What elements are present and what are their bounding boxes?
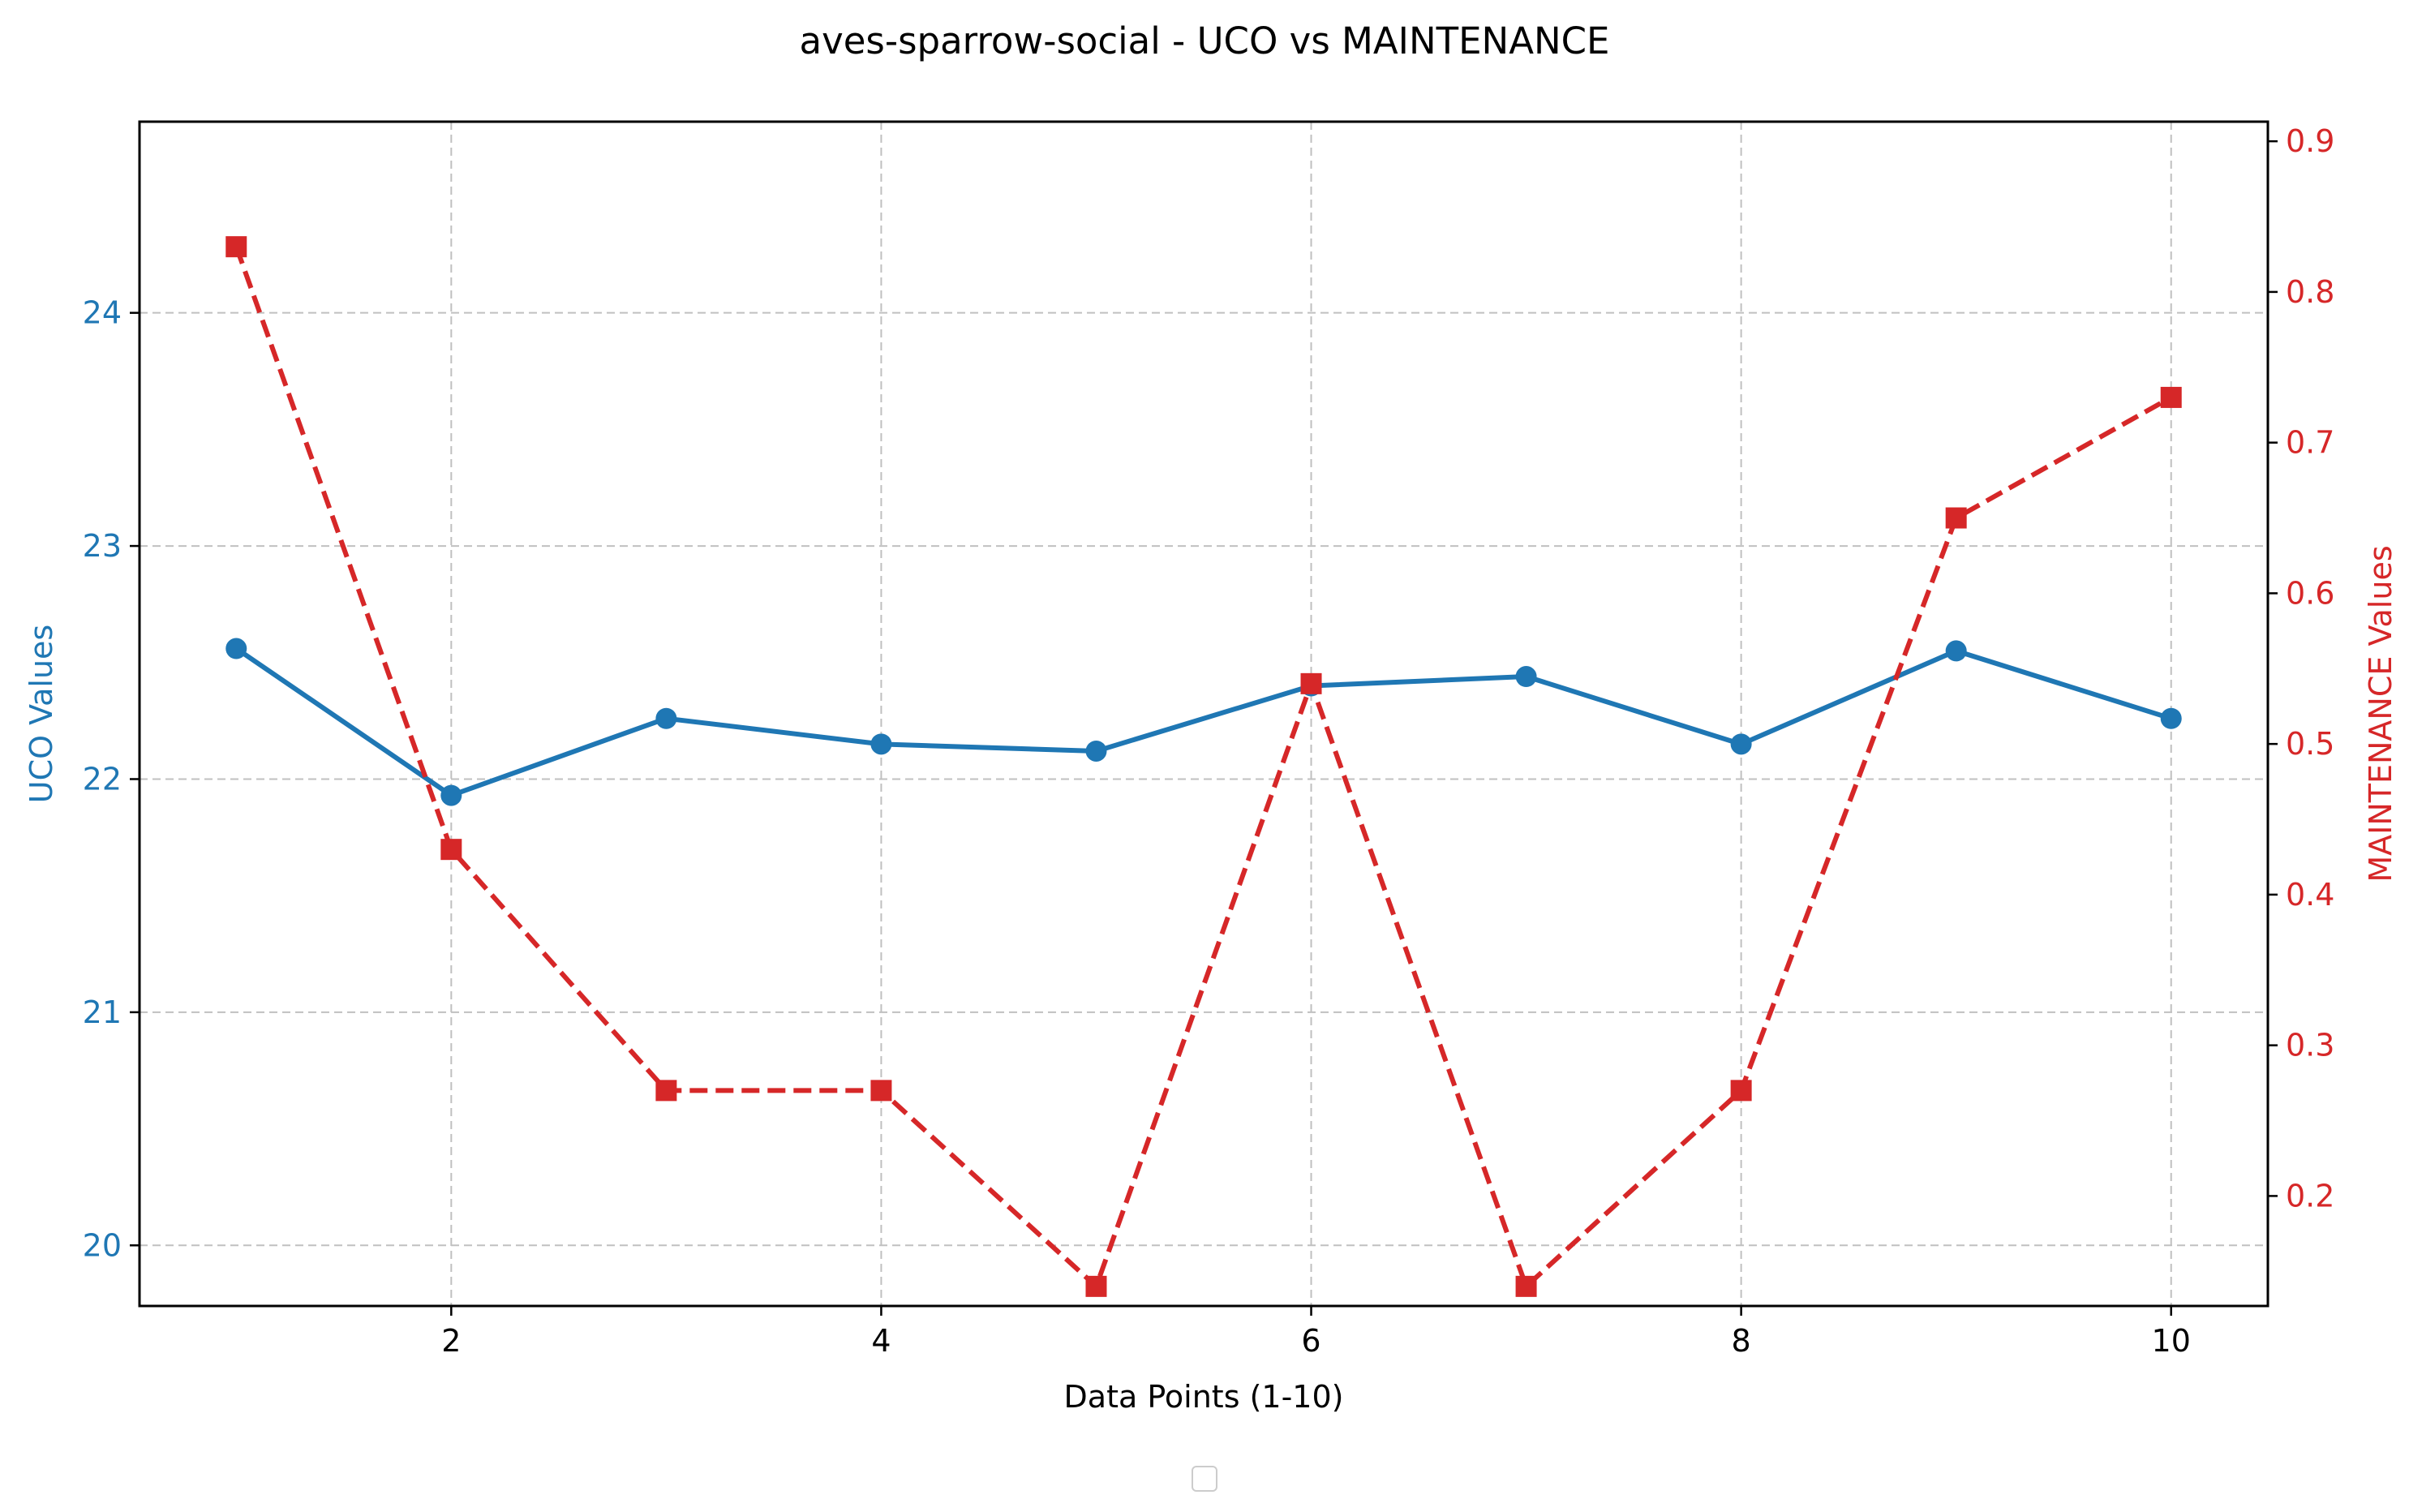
left-y-axis: 20 21 22 23 24 <box>83 295 140 1263</box>
right-y-tick-label: 0.8 <box>2286 274 2334 310</box>
uco-data-point <box>1085 740 1107 762</box>
x-tick-label: 6 <box>1301 1323 1320 1359</box>
chart-title: aves-sparrow-social - UCO vs MAINTENANCE <box>800 19 1610 62</box>
right-y-tick-label: 0.3 <box>2286 1028 2334 1063</box>
uco-data-point <box>225 638 247 659</box>
right-y-axis: 0.2 0.3 0.4 0.5 0.6 0.7 0.8 0.9 <box>2268 123 2334 1213</box>
left-y-tick-label: 22 <box>83 761 122 797</box>
x-tick-label: 2 <box>441 1323 461 1359</box>
maintenance-data-point <box>1085 1275 1107 1297</box>
uco-data-point <box>655 707 677 729</box>
x-tick-label: 10 <box>2152 1323 2191 1359</box>
empty-legend-box <box>1192 1466 1217 1492</box>
x-tick-label: 8 <box>1732 1323 1751 1359</box>
uco-data-point <box>440 784 462 806</box>
x-axis: 2 4 6 8 10 <box>441 1306 2191 1359</box>
maintenance-data-point <box>655 1080 677 1102</box>
right-y-axis-title: MAINTENANCE Values <box>2363 545 2398 882</box>
left-y-axis-title: UCO Values <box>24 625 59 804</box>
maintenance-data-point <box>1730 1080 1752 1102</box>
maintenance-data-point <box>1300 672 1322 694</box>
uco-data-point <box>1515 666 1537 688</box>
maintenance-data-point <box>870 1080 892 1102</box>
maintenance-data-point <box>1515 1275 1537 1297</box>
maintenance-data-point <box>2160 386 2182 408</box>
uco-data-point <box>1945 640 1967 662</box>
left-y-tick-label: 20 <box>83 1227 122 1263</box>
left-y-tick-label: 23 <box>83 528 122 564</box>
right-y-tick-label: 0.6 <box>2286 575 2334 611</box>
maintenance-data-point <box>440 839 462 861</box>
right-y-tick-label: 0.5 <box>2286 726 2334 762</box>
uco-data-point <box>2160 707 2182 729</box>
data-markers <box>225 236 2182 1297</box>
uco-data-point <box>870 733 892 755</box>
right-y-tick-label: 0.7 <box>2286 425 2334 461</box>
right-y-tick-label: 0.2 <box>2286 1178 2334 1213</box>
right-y-tick-label: 0.9 <box>2286 123 2334 159</box>
x-tick-label: 4 <box>871 1323 891 1359</box>
plot-frame <box>138 120 2269 1308</box>
uco-series-line <box>234 646 2172 798</box>
right-y-tick-label: 0.4 <box>2286 877 2334 913</box>
left-y-tick-label: 21 <box>83 994 122 1030</box>
uco-data-point <box>1730 733 1752 755</box>
left-y-tick-label: 24 <box>83 295 122 331</box>
maintenance-data-point <box>1945 507 1967 529</box>
maintenance-data-point <box>225 236 247 258</box>
series-lines <box>234 246 2173 1289</box>
x-axis-title: Data Points (1-10) <box>1064 1379 1344 1415</box>
